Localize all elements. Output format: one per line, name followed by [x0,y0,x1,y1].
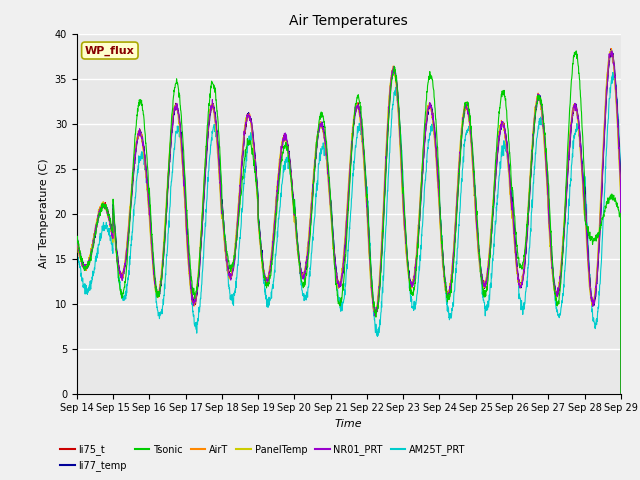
Y-axis label: Air Temperature (C): Air Temperature (C) [39,159,49,268]
Text: WP_flux: WP_flux [85,46,134,56]
Title: Air Temperatures: Air Temperatures [289,14,408,28]
X-axis label: Time: Time [335,419,363,429]
Legend: li75_t, li77_temp, Tsonic, AirT, PanelTemp, NR01_PRT, AM25T_PRT: li75_t, li77_temp, Tsonic, AirT, PanelTe… [56,441,469,475]
